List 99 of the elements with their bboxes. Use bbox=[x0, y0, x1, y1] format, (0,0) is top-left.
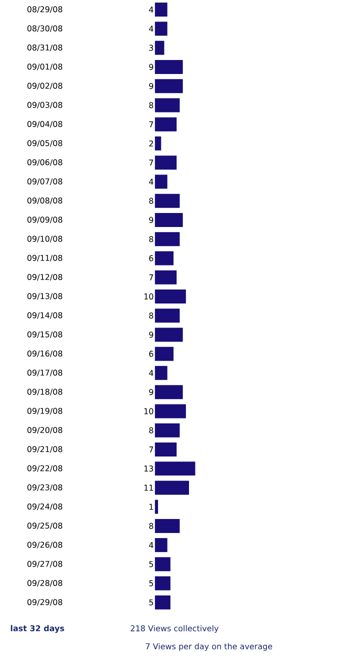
data-label: 10 bbox=[144, 408, 154, 414]
data-label: 8 bbox=[149, 102, 154, 108]
data-label: 8 bbox=[149, 236, 154, 242]
bar bbox=[154, 40, 164, 55]
y-tick-label: 09/02/08 bbox=[27, 82, 62, 90]
y-tick-label: 09/01/08 bbox=[27, 64, 62, 70]
data-label: 7 bbox=[149, 274, 154, 280]
data-label: 4 bbox=[149, 6, 154, 12]
bar bbox=[154, 404, 186, 418]
y-tick-label: 09/15/08 bbox=[27, 331, 62, 338]
data-label: 7 bbox=[149, 160, 154, 166]
y-tick-label: 09/04/08 bbox=[27, 120, 62, 128]
y-tick-label: 09/25/08 bbox=[27, 522, 62, 530]
y-tick-label: 09/07/08 bbox=[27, 178, 62, 186]
bar bbox=[154, 346, 174, 361]
bar bbox=[154, 194, 180, 208]
y-tick-label: 09/19/08 bbox=[27, 408, 62, 415]
y-tick-label: 09/13/08 bbox=[27, 293, 62, 300]
data-label: 4 bbox=[149, 178, 154, 185]
bar bbox=[154, 174, 168, 189]
y-tick-label: 08/30/08 bbox=[27, 25, 62, 32]
bar bbox=[154, 385, 183, 400]
y-tick-label: 09/23/08 bbox=[27, 484, 62, 492]
y-tick-label: 09/20/08 bbox=[27, 426, 62, 434]
bar bbox=[154, 117, 177, 132]
data-label: 9 bbox=[149, 64, 154, 70]
bar bbox=[154, 156, 177, 170]
y-tick-label: 09/12/08 bbox=[27, 274, 62, 281]
y-tick-label: 09/24/08 bbox=[27, 503, 62, 510]
y-tick-label: 09/06/08 bbox=[27, 159, 62, 166]
bar bbox=[154, 212, 183, 227]
y-tick-label: 09/18/08 bbox=[27, 388, 62, 396]
bar bbox=[154, 270, 177, 284]
bar bbox=[154, 462, 196, 476]
y-tick-label: 09/29/08 bbox=[27, 599, 62, 606]
bar bbox=[154, 251, 174, 266]
data-label: 8 bbox=[149, 198, 154, 204]
bar bbox=[154, 289, 186, 304]
bar bbox=[154, 423, 180, 438]
bar bbox=[154, 328, 183, 342]
y-tick-label: 09/16/08 bbox=[27, 350, 62, 358]
data-label: 5 bbox=[149, 580, 154, 586]
data-label: 5 bbox=[149, 561, 154, 568]
bar bbox=[154, 557, 170, 572]
bar bbox=[154, 22, 168, 36]
y-tick-label: 09/22/08 bbox=[27, 465, 62, 472]
data-label: 4 bbox=[149, 370, 154, 376]
data-label: 3 bbox=[149, 44, 154, 51]
y-tick-label: 09/17/08 bbox=[27, 370, 62, 376]
data-label: 7 bbox=[149, 446, 154, 452]
bar bbox=[154, 79, 183, 94]
y-tick-label: 09/28/08 bbox=[27, 580, 62, 587]
data-label: 4 bbox=[149, 26, 154, 32]
bar bbox=[154, 2, 168, 17]
data-label: 2 bbox=[149, 140, 153, 146]
y-tick-label: 08/29/08 bbox=[27, 6, 62, 13]
bar bbox=[154, 576, 170, 590]
data-label: 7 bbox=[149, 121, 154, 128]
data-label: 6 bbox=[149, 255, 154, 262]
data-label: 9 bbox=[149, 332, 154, 338]
data-label: 4 bbox=[149, 542, 154, 548]
y-tick-label: 09/03/08 bbox=[27, 102, 62, 109]
y-tick-label: 09/09/08 bbox=[27, 216, 62, 224]
text: 7 Views per day on the average bbox=[146, 643, 272, 651]
y-tick-label: 09/08/08 bbox=[27, 197, 62, 204]
data-label: 5 bbox=[149, 599, 154, 606]
data-label: 6 bbox=[149, 350, 154, 357]
text: last 32 days bbox=[10, 625, 64, 633]
y-tick-label: 09/10/08 bbox=[27, 236, 62, 242]
y-tick-label: 09/14/08 bbox=[27, 312, 62, 319]
bar bbox=[154, 480, 190, 495]
y-tick-label: 09/26/08 bbox=[27, 542, 62, 548]
bar bbox=[154, 442, 177, 456]
bar bbox=[154, 308, 180, 323]
y-tick-label: 08/31/08 bbox=[27, 44, 62, 52]
text: 218 Views collectively bbox=[130, 625, 218, 633]
data-label: 10 bbox=[144, 293, 154, 300]
data-label: 13 bbox=[144, 466, 154, 472]
bar bbox=[154, 538, 168, 552]
data-label: 11 bbox=[144, 484, 153, 491]
data-label: 9 bbox=[149, 83, 154, 90]
bar bbox=[154, 595, 170, 610]
bar bbox=[154, 500, 158, 514]
y-tick-label: 09/21/08 bbox=[27, 446, 62, 453]
bar bbox=[154, 232, 180, 246]
y-tick-label: 09/27/08 bbox=[27, 560, 62, 568]
y-tick-label: 09/11/08 bbox=[27, 254, 62, 262]
y-tick-label: 09/05/08 bbox=[27, 140, 62, 147]
data-label: 9 bbox=[149, 389, 154, 396]
bar bbox=[154, 366, 168, 380]
bar bbox=[154, 60, 183, 74]
bar bbox=[154, 518, 180, 533]
data-label: 8 bbox=[149, 312, 154, 319]
data-label: 1 bbox=[150, 504, 153, 510]
bar bbox=[154, 98, 180, 112]
bar bbox=[154, 136, 162, 150]
data-label: 8 bbox=[149, 522, 154, 529]
data-label: 8 bbox=[149, 427, 154, 434]
data-label: 9 bbox=[149, 216, 154, 223]
